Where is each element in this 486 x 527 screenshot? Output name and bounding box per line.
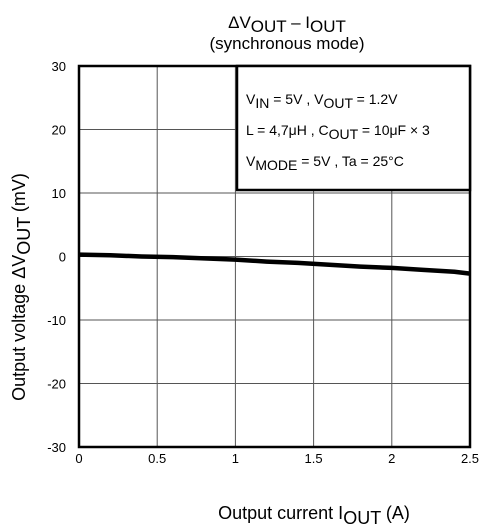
x-tick-label: 1 [232,451,239,466]
y-tick-label: -20 [47,377,66,392]
x-tick-label: 0.5 [148,451,166,466]
y-tick-label: 0 [59,250,66,265]
y-tick-label: 10 [52,186,66,201]
annotation-box [235,64,472,192]
annotation-line: VIN = 5V , VOUT = 1.2V [246,91,398,111]
annotation-line: L = 4,7μH , COUT = 10μF × 3 [246,122,430,142]
x-axis-label: Output current IOUT (A) [218,503,410,527]
chart-title: ΔVOUT – IOUT [228,13,346,36]
y-axis-label: Output voltage ΔVOUT (mV) [9,173,34,401]
x-tick-label: 0 [75,451,82,466]
y-tick-label: 30 [52,59,66,74]
annotation-text: VIN = 5V , VOUT = 1.2V L = 4,7μH , COUT =… [246,91,430,173]
series-line [78,252,471,276]
x-tick-label: 2.5 [461,451,479,466]
series-layer [78,252,471,276]
x-tick-label: 2 [388,451,395,466]
y-tick-label: -30 [47,440,66,455]
annotation-line: VMODE = 5V , Ta = 25°C [246,153,404,173]
y-tick-label: 20 [52,123,66,138]
y-tick-label: -10 [47,313,66,328]
y-tick-labels: 30 20 10 0 -10 -20 -30 [47,59,66,455]
x-tick-label: 1.5 [305,451,323,466]
chart-subtitle: (synchronous mode) [210,34,365,53]
x-tick-labels: 0 0.5 1 1.5 2 2.5 [75,451,479,466]
